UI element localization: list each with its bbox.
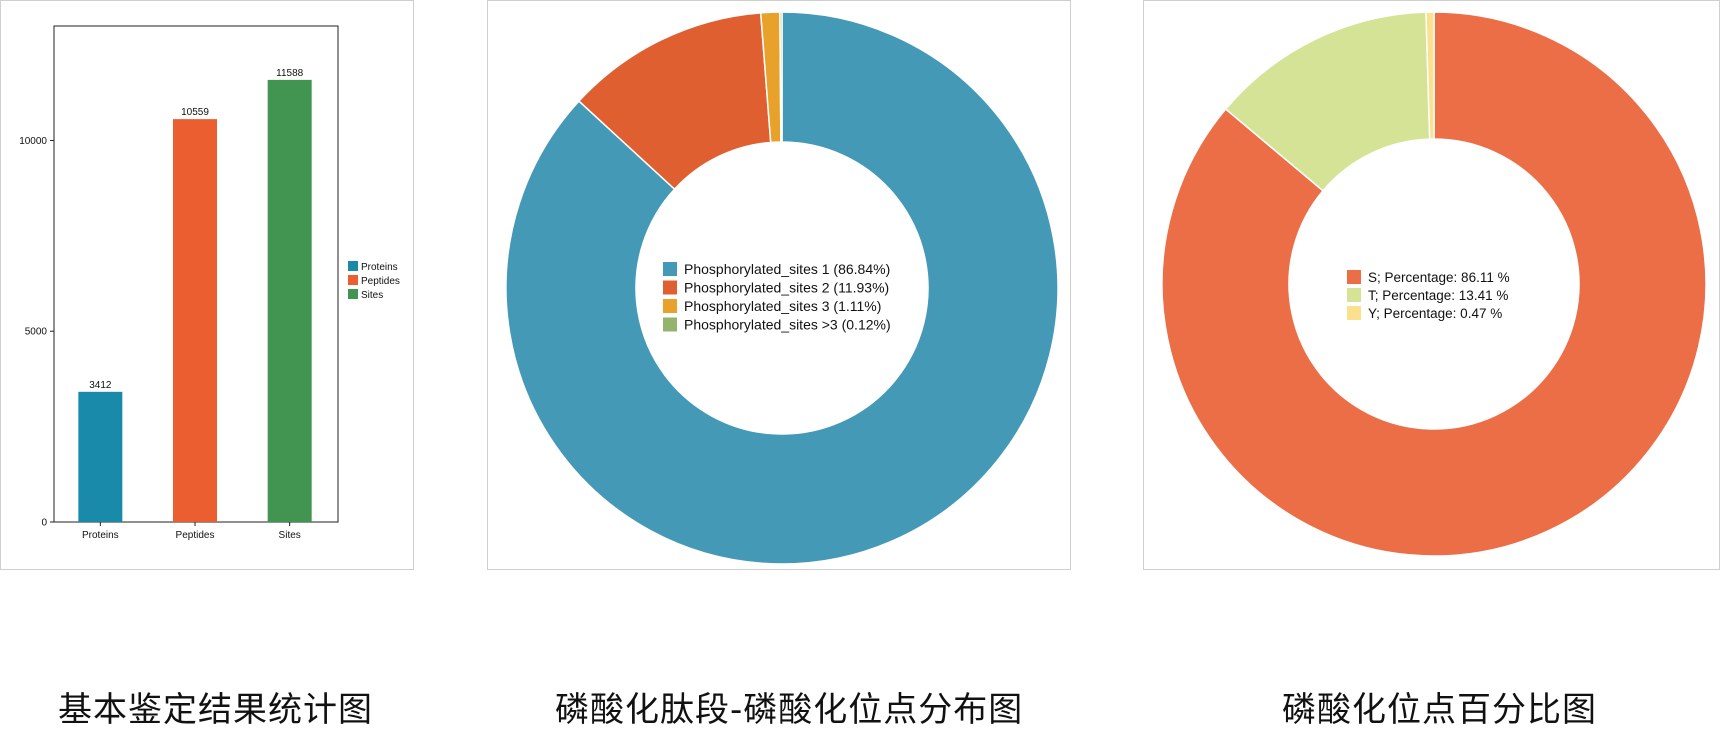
legend-swatch	[348, 289, 358, 299]
legend-swatch	[1347, 270, 1361, 284]
bar-value-label: 10559	[181, 107, 209, 118]
donut-slice-3	[779, 11, 783, 143]
x-tick-label: Sites	[279, 530, 301, 541]
bar-chart: 0 5000 10000 3412 Proteins 10559 Peptides 11588…	[19, 25, 400, 541]
bar-sites	[267, 79, 312, 522]
legend-swatch	[663, 317, 677, 332]
caption-basic-identification: 基本鉴定结果统计图	[58, 690, 373, 730]
y-tick-label: 0	[41, 518, 47, 529]
legend-label: Phosphorylated_sites 1 (86.84%)	[684, 261, 890, 277]
legend-label: S; Percentage: 86.11 %	[1368, 270, 1510, 285]
sites-distribution-donut-panel: Phosphorylated_sites 1 (86.84%) Phosphory…	[487, 0, 1071, 570]
legend-label: Y; Percentage: 0.47 %	[1368, 306, 1502, 321]
legend-swatch	[663, 262, 677, 276]
donut-slice-2	[1425, 11, 1435, 140]
x-tick-label: Peptides	[176, 530, 215, 541]
x-tick-label: Proteins	[82, 530, 119, 541]
donut-slice-0	[1161, 11, 1707, 557]
y-tick-label: 10000	[19, 136, 47, 147]
caption-site-percentage: 磷酸化位点百分比图	[1282, 690, 1597, 730]
bar-value-label: 11588	[276, 68, 304, 79]
bar-chart-panel: 0 5000 10000 3412 Proteins 10559 Peptides 11588…	[0, 0, 414, 570]
donut-slice-0	[505, 11, 1059, 565]
caption-peptide-site-distribution: 磷酸化肽段-磷酸化位点分布图	[555, 690, 1024, 730]
legend-label: Phosphorylated_sites 3 (1.11%)	[684, 298, 881, 314]
legend-label: Proteins	[361, 262, 398, 273]
bar-peptides	[173, 119, 217, 522]
legend-label: Phosphorylated_sites 2 (11.93%)	[684, 280, 889, 296]
site-percentage-donut-chart: S; Percentage: 86.11 % T; Percentage: 13.…	[1161, 11, 1707, 557]
legend-label: Phosphorylated_sites >3 (0.12%)	[684, 317, 891, 333]
legend-label: Peptides	[361, 276, 400, 287]
legend-swatch	[348, 261, 358, 271]
y-tick-label: 5000	[25, 327, 48, 338]
legend-swatch	[1347, 288, 1361, 302]
legend-swatch	[663, 280, 677, 295]
legend-swatch	[348, 275, 358, 285]
legend-swatch	[663, 299, 677, 313]
legend-label: T; Percentage: 13.41 %	[1368, 288, 1508, 303]
sites-distribution-donut-chart: Phosphorylated_sites 1 (86.84%) Phosphory…	[505, 11, 1059, 565]
legend-swatch	[1347, 306, 1361, 320]
bar-value-label: 3412	[89, 380, 112, 391]
site-percentage-donut-panel: S; Percentage: 86.11 % T; Percentage: 13.…	[1143, 0, 1720, 570]
legend-label: Sites	[361, 290, 383, 301]
bar-proteins	[78, 391, 123, 522]
